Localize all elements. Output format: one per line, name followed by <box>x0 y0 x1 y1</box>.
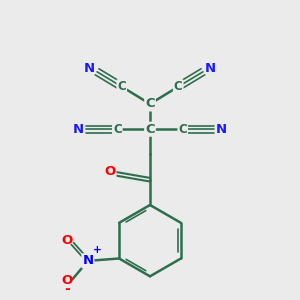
Text: C: C <box>145 98 155 110</box>
Text: -: - <box>64 282 70 296</box>
Text: C: C <box>178 123 187 136</box>
Text: N: N <box>73 123 84 136</box>
Text: +: + <box>93 244 102 254</box>
Text: N: N <box>205 62 216 75</box>
Text: N: N <box>82 254 94 267</box>
Text: N: N <box>216 123 227 136</box>
Text: C: C <box>174 80 183 93</box>
Text: C: C <box>145 123 155 136</box>
Text: O: O <box>61 274 73 287</box>
Text: C: C <box>113 123 122 136</box>
Text: N: N <box>84 62 95 75</box>
Text: O: O <box>61 234 73 247</box>
Text: C: C <box>117 80 126 93</box>
Text: O: O <box>104 165 116 178</box>
